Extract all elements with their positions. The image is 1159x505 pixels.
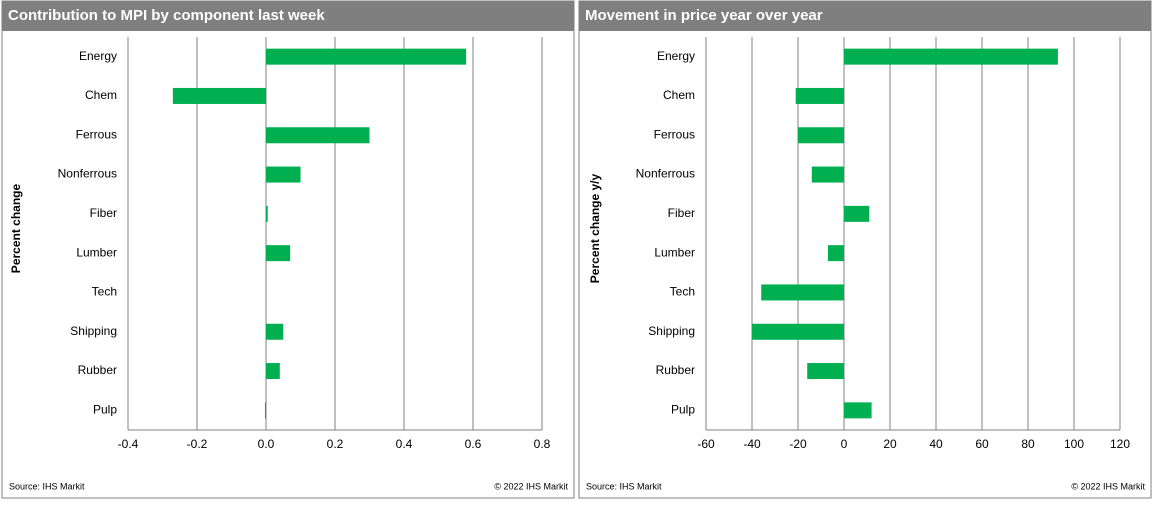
bar [807, 363, 844, 380]
bar [266, 205, 268, 222]
chart-title: Movement in price year over year [585, 7, 823, 24]
y-tick-label: Shipping [70, 324, 117, 338]
y-tick-label: Nonferrous [636, 167, 695, 181]
source-note: Source: IHS Markit [586, 481, 662, 491]
y-tick-label: Chem [663, 88, 695, 102]
x-tick-label: -60 [697, 437, 715, 451]
y-tick-label: Fiber [668, 206, 695, 220]
bar [266, 245, 291, 262]
copyright-note: © 2022 IHS Markit [1071, 481, 1145, 491]
y-tick-label: Nonferrous [58, 167, 117, 181]
x-tick-label: 0.4 [396, 437, 413, 451]
bar [172, 87, 266, 104]
y-tick-label: Fiber [90, 206, 117, 220]
y-tick-label: Energy [79, 49, 117, 63]
y-tick-label: Rubber [656, 363, 695, 377]
bar [266, 323, 284, 340]
bar [266, 127, 370, 144]
y-axis-label: Percent change y/y [588, 173, 602, 283]
bar [798, 127, 844, 144]
y-tick-label: Pulp [93, 403, 117, 417]
source-note: Source: IHS Markit [9, 481, 85, 491]
y-tick-label: Tech [670, 285, 695, 299]
bar [266, 363, 280, 380]
bar [844, 402, 872, 419]
x-tick-label: -0.2 [187, 437, 208, 451]
y-axis-label: Percent change [9, 183, 23, 273]
x-tick-label: 100 [1064, 437, 1084, 451]
x-tick-label: 120 [1110, 437, 1130, 451]
bar [844, 205, 870, 222]
x-tick-label: 0.2 [327, 437, 344, 451]
bar [752, 323, 844, 340]
x-tick-label: 0 [841, 437, 848, 451]
x-tick-label: 80 [1021, 437, 1035, 451]
copyright-note: © 2022 IHS Markit [494, 481, 568, 491]
x-tick-label: -0.4 [118, 437, 139, 451]
bar [811, 166, 844, 183]
bar [795, 87, 844, 104]
y-tick-label: Energy [657, 49, 695, 63]
bar [266, 166, 301, 183]
y-tick-label: Chem [85, 88, 117, 102]
bar [844, 48, 1058, 65]
panel-header [2, 1, 574, 31]
y-tick-label: Shipping [648, 324, 695, 338]
y-tick-label: Rubber [78, 363, 117, 377]
x-tick-label: 0.6 [465, 437, 482, 451]
x-tick-label: 40 [929, 437, 943, 451]
y-tick-label: Ferrous [654, 127, 695, 141]
bar [264, 402, 266, 419]
bar [266, 48, 467, 65]
y-tick-label: Lumber [76, 245, 117, 259]
y-tick-label: Pulp [671, 403, 695, 417]
x-tick-label: -40 [743, 437, 761, 451]
chart-title: Contribution to MPI by component last we… [8, 7, 325, 24]
y-tick-label: Ferrous [76, 127, 117, 141]
bar [827, 245, 844, 262]
y-tick-label: Lumber [654, 245, 695, 259]
panel-header [579, 1, 1151, 31]
x-tick-label: 0.8 [534, 437, 551, 451]
y-tick-label: Tech [92, 285, 117, 299]
x-tick-label: 20 [883, 437, 897, 451]
bar [761, 284, 844, 301]
x-tick-label: -20 [789, 437, 807, 451]
x-tick-label: 60 [975, 437, 989, 451]
x-tick-label: 0.0 [258, 437, 275, 451]
